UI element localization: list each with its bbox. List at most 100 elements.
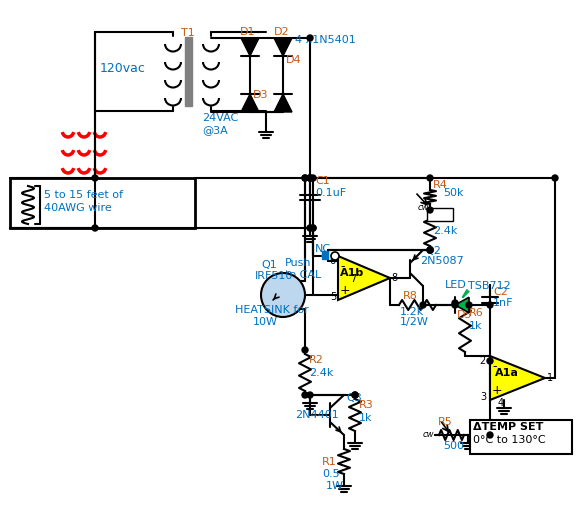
Bar [10, 178, 195, 228]
Circle shape [310, 225, 316, 231]
Text: 1.2k: 1.2k [400, 307, 424, 317]
Text: 500: 500 [443, 441, 464, 451]
Text: T1: T1 [181, 28, 195, 38]
Text: A1b: A1b [340, 268, 364, 278]
Text: C2: C2 [493, 287, 508, 297]
Text: R5: R5 [438, 417, 453, 427]
Circle shape [352, 392, 358, 398]
Text: R8: R8 [403, 291, 418, 301]
Bar [470, 420, 572, 454]
Circle shape [261, 273, 305, 317]
Text: 2N4401: 2N4401 [295, 410, 339, 420]
Text: 2.4k: 2.4k [433, 226, 457, 236]
Circle shape [352, 392, 358, 398]
Polygon shape [455, 297, 469, 313]
Text: D1: D1 [240, 27, 255, 37]
Text: 1W: 1W [326, 481, 344, 491]
Circle shape [92, 175, 98, 181]
Text: 1: 1 [547, 373, 553, 383]
Circle shape [487, 432, 493, 438]
Text: cw: cw [423, 430, 435, 439]
Circle shape [302, 392, 308, 398]
Circle shape [427, 247, 433, 253]
Polygon shape [338, 256, 390, 300]
Text: D3: D3 [253, 90, 269, 100]
Text: TSB712: TSB712 [468, 281, 511, 291]
Text: R2: R2 [309, 355, 324, 365]
Text: 4: 4 [498, 398, 504, 408]
Text: IRF510: IRF510 [255, 271, 294, 281]
Circle shape [427, 247, 433, 253]
Circle shape [452, 300, 458, 306]
Text: 1k: 1k [469, 321, 483, 331]
Text: -: - [340, 260, 344, 273]
Text: 10W: 10W [253, 317, 278, 327]
Circle shape [427, 207, 433, 213]
Circle shape [466, 302, 472, 308]
Circle shape [302, 175, 308, 181]
Text: to CAL: to CAL [285, 270, 321, 280]
Text: D2: D2 [274, 27, 290, 37]
Text: LED: LED [445, 280, 467, 290]
Circle shape [552, 175, 558, 181]
Text: 0.5: 0.5 [322, 469, 340, 479]
Circle shape [331, 252, 339, 260]
FancyBboxPatch shape [427, 208, 453, 221]
Bar [185, 37, 192, 106]
Text: +: + [492, 384, 503, 397]
Text: R4: R4 [433, 180, 448, 190]
Polygon shape [241, 94, 259, 112]
Text: 120vac: 120vac [100, 62, 146, 75]
Circle shape [307, 35, 313, 41]
Text: +: + [340, 284, 351, 297]
Text: 1k: 1k [359, 413, 372, 423]
Text: Q2: Q2 [425, 246, 441, 256]
Circle shape [92, 225, 98, 231]
Text: Push: Push [285, 258, 312, 268]
Circle shape [307, 392, 313, 398]
Circle shape [310, 225, 316, 231]
Text: -: - [492, 360, 497, 373]
Polygon shape [274, 94, 292, 112]
Circle shape [452, 302, 458, 308]
Text: 1nF: 1nF [493, 298, 513, 308]
Circle shape [302, 347, 308, 353]
Circle shape [310, 175, 316, 181]
Text: 1/2W: 1/2W [400, 317, 429, 327]
Text: 7: 7 [350, 274, 356, 284]
Text: 6: 6 [330, 256, 336, 266]
Circle shape [307, 175, 313, 181]
Text: 24VAC
@3A: 24VAC @3A [202, 113, 238, 135]
Text: 5 to 15 feet of: 5 to 15 feet of [44, 190, 123, 200]
Text: 3: 3 [480, 392, 486, 402]
Text: 40AWG wire: 40AWG wire [44, 203, 112, 213]
Text: 2N5087: 2N5087 [420, 256, 464, 266]
Circle shape [307, 175, 313, 181]
Text: CAL: CAL [428, 209, 447, 219]
Text: 2.4k: 2.4k [309, 368, 334, 378]
Polygon shape [490, 356, 545, 400]
Text: A1a: A1a [495, 368, 519, 378]
Circle shape [487, 302, 493, 308]
Circle shape [427, 175, 433, 181]
Text: HEATSINK for: HEATSINK for [235, 305, 309, 315]
Text: NC: NC [315, 244, 331, 254]
Text: R3: R3 [359, 400, 374, 410]
Text: D4: D4 [286, 55, 302, 65]
Polygon shape [274, 38, 292, 56]
Circle shape [307, 175, 313, 181]
Text: 0°C to 130°C: 0°C to 130°C [473, 435, 546, 445]
Text: R7: R7 [433, 214, 448, 224]
Circle shape [307, 225, 313, 231]
Text: 4 x1N5401: 4 x1N5401 [295, 35, 355, 45]
Text: 50k: 50k [443, 188, 464, 198]
Text: ΔTEMP SET: ΔTEMP SET [473, 422, 543, 432]
Bar [322, 251, 328, 259]
Text: Q1: Q1 [261, 260, 277, 270]
Text: 0.1uF: 0.1uF [315, 188, 346, 198]
Text: C1: C1 [315, 176, 330, 186]
Circle shape [420, 302, 426, 308]
Text: Q3: Q3 [346, 393, 362, 403]
Text: 5: 5 [330, 292, 336, 302]
Text: R6: R6 [469, 308, 484, 318]
